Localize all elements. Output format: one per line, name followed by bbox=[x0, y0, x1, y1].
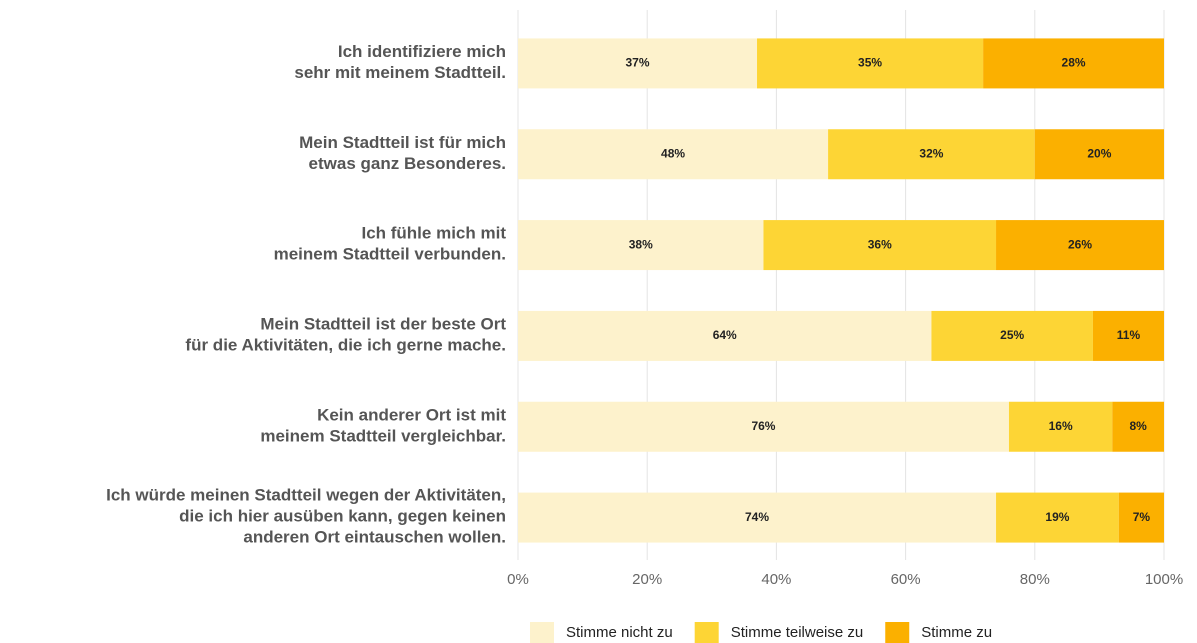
bar-segment bbox=[828, 129, 1035, 180]
category-line: etwas ganz Besonderes. bbox=[309, 154, 506, 173]
value-label: 20% bbox=[1087, 146, 1111, 160]
bar-segment bbox=[1034, 129, 1164, 180]
category-line: Mein Stadtteil ist der beste Ort bbox=[260, 315, 506, 334]
category-line: Ich würde meinen Stadtteil wegen der Akt… bbox=[106, 486, 506, 505]
bar-segment bbox=[763, 220, 997, 271]
category-line: die ich hier ausüben kann, gegen keinen bbox=[179, 507, 506, 526]
value-label: 35% bbox=[858, 56, 882, 70]
category-label: Mein Stadtteil ist der beste Ort für die … bbox=[185, 315, 506, 355]
legend-label: Stimme nicht zu bbox=[566, 624, 673, 641]
category-label: Kein anderer Ort ist mit meinem Stadtteil… bbox=[260, 406, 506, 446]
category-line: meinem Stadtteil verbunden. bbox=[274, 245, 506, 264]
bar-segment bbox=[757, 38, 984, 89]
value-label: 48% bbox=[661, 146, 685, 160]
legend-swatch bbox=[885, 622, 910, 643]
bar-segment bbox=[518, 129, 829, 180]
bar-segment bbox=[1008, 401, 1113, 452]
x-tick-label: 20% bbox=[632, 571, 662, 588]
category-line: Ich identifiziere mich bbox=[338, 42, 506, 61]
bar-segment bbox=[518, 220, 764, 271]
bar-segment bbox=[1092, 310, 1164, 361]
value-label: 74% bbox=[745, 510, 769, 524]
value-label: 26% bbox=[1068, 237, 1092, 251]
category-line: sehr mit meinem Stadtteil. bbox=[294, 63, 506, 82]
value-label: 7% bbox=[1133, 510, 1151, 524]
bar-segment bbox=[983, 38, 1164, 89]
bar-segment bbox=[518, 310, 932, 361]
category-line: meinem Stadtteil vergleichbar. bbox=[260, 427, 506, 446]
value-label: 16% bbox=[1049, 419, 1073, 433]
x-tick-label: 100% bbox=[1145, 571, 1183, 588]
legend-label: Stimme zu bbox=[921, 624, 992, 641]
value-label: 8% bbox=[1129, 419, 1147, 433]
bar-segment bbox=[518, 492, 997, 543]
value-label: 32% bbox=[919, 146, 943, 160]
bar-segment bbox=[1118, 492, 1164, 543]
bar-segment bbox=[1112, 401, 1164, 452]
category-label: Ich fühle mich mit meinem Stadtteil verbu… bbox=[274, 224, 507, 264]
category-label: Mein Stadtteil ist für mich etwas ganz Be… bbox=[299, 133, 506, 173]
value-label: 36% bbox=[868, 237, 892, 251]
value-label: 37% bbox=[625, 56, 649, 70]
legend-swatch bbox=[694, 622, 719, 643]
category-label: Ich identifiziere mich sehr mit meinem St… bbox=[294, 42, 506, 82]
x-tick-label: 60% bbox=[891, 571, 921, 588]
value-label: 64% bbox=[713, 328, 737, 342]
value-label: 28% bbox=[1062, 56, 1086, 70]
legend-swatch bbox=[530, 622, 554, 643]
category-line: anderen Ort eintauschen wollen. bbox=[243, 528, 506, 547]
category-line: für die Aktivitäten, die ich gerne mache… bbox=[185, 336, 506, 355]
legend-label: Stimme teilweise zu bbox=[731, 624, 864, 641]
value-label: 76% bbox=[751, 419, 775, 433]
value-label: 19% bbox=[1045, 510, 1069, 524]
bar-segment bbox=[518, 38, 758, 89]
bar-segment bbox=[931, 310, 1093, 361]
value-label: 38% bbox=[629, 237, 653, 251]
x-tick-label: 80% bbox=[1020, 571, 1050, 588]
category-line: Mein Stadtteil ist für mich bbox=[299, 133, 506, 152]
bar-segment bbox=[996, 220, 1164, 271]
category-label: Ich würde meinen Stadtteil wegen der Akt… bbox=[106, 486, 506, 547]
value-label: 25% bbox=[1000, 328, 1024, 342]
legend: Stimme nicht zu Stimme teilweise zu Stimme… bbox=[530, 622, 992, 643]
category-line: Ich fühle mich mit bbox=[361, 224, 506, 243]
value-label: 11% bbox=[1117, 328, 1141, 342]
x-tick-label: 0% bbox=[507, 571, 529, 588]
category-line: Kein anderer Ort ist mit bbox=[317, 406, 506, 425]
bar-segment bbox=[518, 401, 1009, 452]
x-tick-label: 40% bbox=[761, 571, 791, 588]
bar-segment bbox=[996, 492, 1119, 543]
